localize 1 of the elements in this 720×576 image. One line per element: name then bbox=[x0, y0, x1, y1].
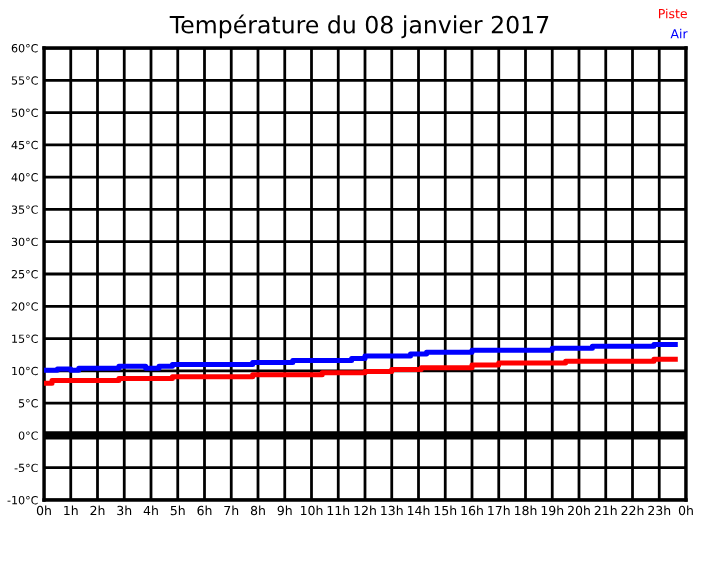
chart-title: Température du 08 janvier 2017 bbox=[169, 14, 549, 39]
